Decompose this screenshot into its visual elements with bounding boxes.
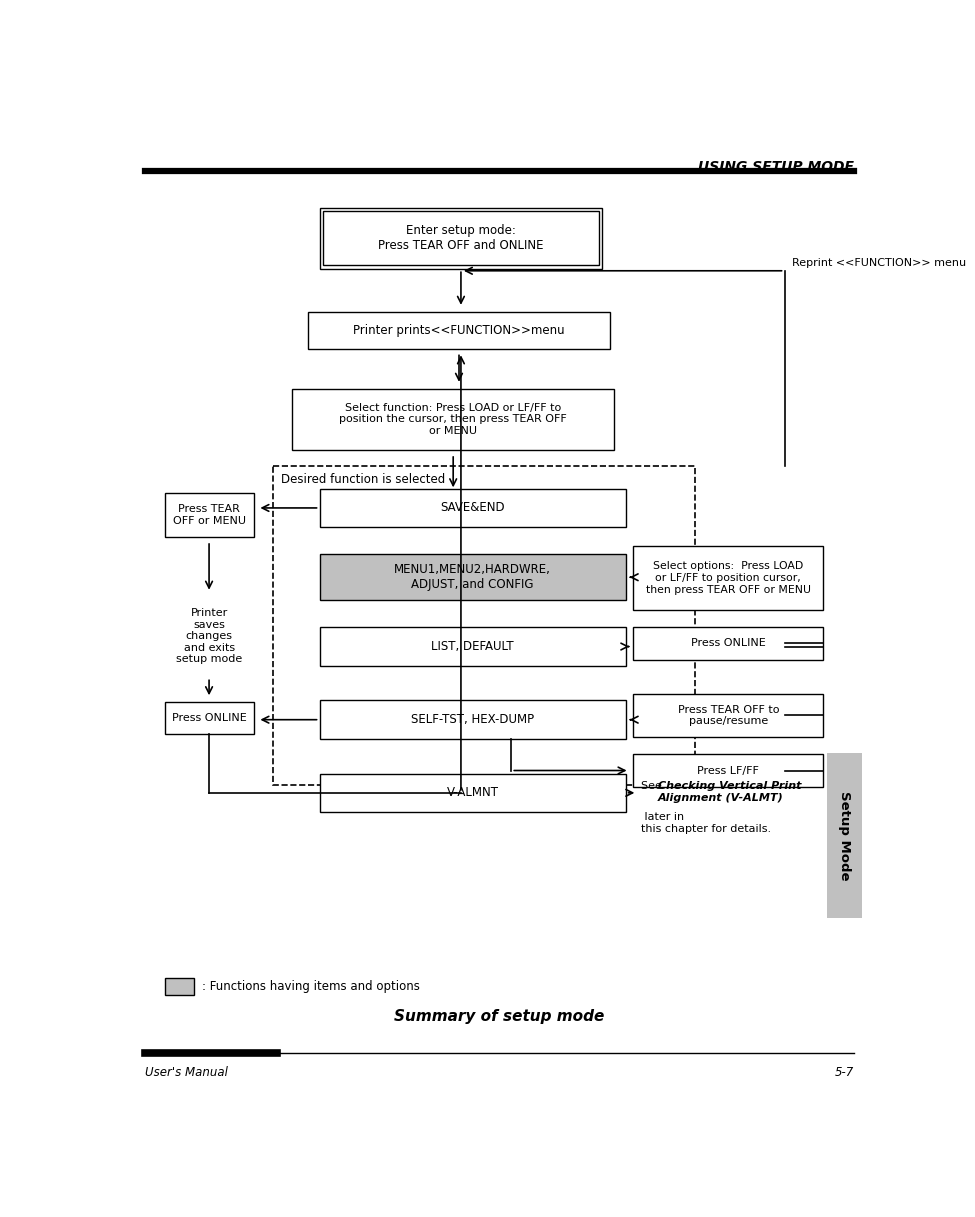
Bar [827, 753, 862, 919]
Text: V-ALMNT: V-ALMNT [447, 786, 498, 800]
Text: User's Manual: User's Manual [145, 1066, 228, 1079]
Bar [320, 208, 603, 269]
Bar [273, 466, 695, 785]
Bar [165, 977, 194, 994]
Text: Enter setup mode:
Press TEAR OFF and ONLINE: Enter setup mode: Press TEAR OFF and ONL… [378, 224, 544, 252]
Bar [634, 694, 823, 736]
Text: Printer prints<<FUNCTION>>menu: Printer prints<<FUNCTION>>menu [353, 324, 565, 337]
Text: See: See [642, 781, 666, 791]
Bar [165, 702, 254, 734]
Text: later in
this chapter for details.: later in this chapter for details. [642, 812, 771, 834]
Text: SAVE&END: SAVE&END [441, 501, 505, 515]
Bar [634, 755, 823, 786]
Text: USING SETUP MODE: USING SETUP MODE [698, 159, 854, 174]
Text: Checking Vertical Print
Alignment (V-ALMT): Checking Vertical Print Alignment (V-ALM… [658, 781, 801, 803]
Bar [324, 212, 599, 265]
Text: Press LF/FF: Press LF/FF [697, 765, 760, 775]
Bar [308, 312, 610, 348]
Bar [320, 627, 626, 666]
Text: Press TEAR OFF to
pause/resume: Press TEAR OFF to pause/resume [678, 705, 779, 727]
Bar [320, 774, 626, 812]
Bar [320, 554, 626, 600]
Text: Reprint <<FUNCTION>> menu: Reprint <<FUNCTION>> menu [793, 258, 966, 268]
Text: 5-7: 5-7 [835, 1066, 854, 1079]
Text: Printer
saves
changes
and exits
setup mode: Printer saves changes and exits setup mo… [176, 608, 242, 664]
Bar [320, 489, 626, 527]
Text: Setup Mode: Setup Mode [838, 791, 851, 880]
Text: LIST, DEFAULT: LIST, DEFAULT [431, 640, 514, 654]
Text: Select options:  Press LOAD
or LF/FF to position cursor,
then press TEAR OFF or : Select options: Press LOAD or LF/FF to p… [645, 561, 811, 595]
Bar [292, 388, 614, 450]
Bar [634, 627, 823, 660]
Text: : Functions having items and options: : Functions having items and options [202, 980, 419, 993]
Text: SELF-TST, HEX-DUMP: SELF-TST, HEX-DUMP [411, 713, 534, 727]
Bar [634, 546, 823, 610]
Text: Select function: Press LOAD or LF/FF to
position the cursor, then press TEAR OFF: Select function: Press LOAD or LF/FF to … [339, 403, 567, 436]
Text: Press TEAR
OFF or MENU: Press TEAR OFF or MENU [173, 504, 246, 526]
Text: Press ONLINE: Press ONLINE [172, 713, 247, 723]
Bar [165, 493, 254, 537]
Text: Summary of setup mode: Summary of setup mode [394, 1009, 604, 1023]
Bar [320, 701, 626, 739]
Text: MENU1,MENU2,HARDWRE,
ADJUST, and CONFIG: MENU1,MENU2,HARDWRE, ADJUST, and CONFIG [394, 563, 551, 591]
Text: Desired function is selected: Desired function is selected [281, 473, 445, 486]
Text: Press ONLINE: Press ONLINE [691, 639, 765, 649]
